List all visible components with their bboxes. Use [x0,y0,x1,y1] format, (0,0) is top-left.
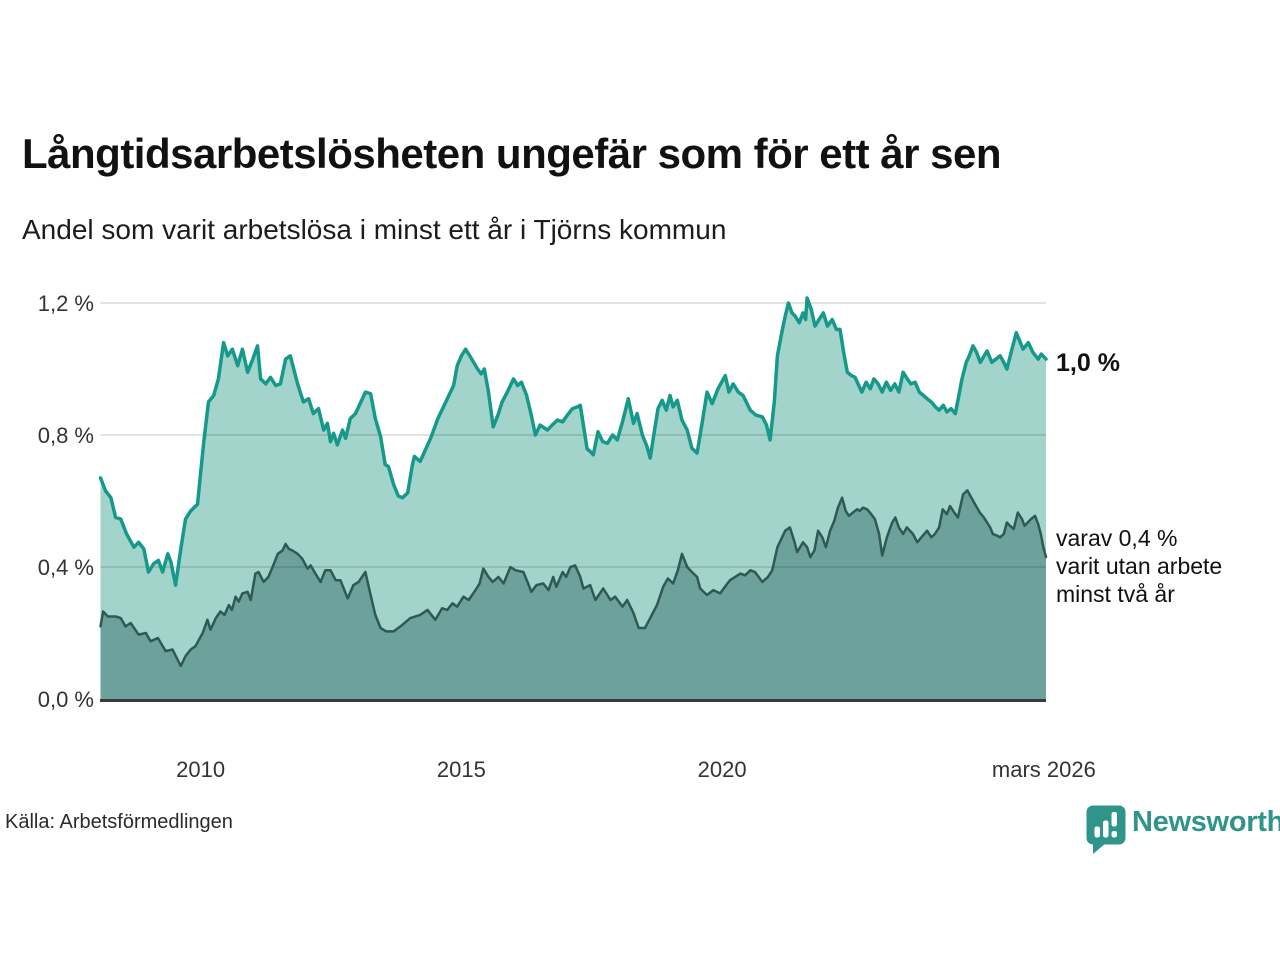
x-tick-label: 2020 [698,757,747,782]
newsworthy-bubble-chart-icon [1086,805,1126,854]
chart-subtitle: Andel som varit arbetslösa i minst ett å… [22,214,727,245]
end-value-label-secondary: varav 0,4 % varit utan arbete minst två … [1056,525,1223,607]
line-minst-ett-ar [98,296,1048,587]
x-tick-label: mars 2026 [992,757,1096,782]
newsworthy-logo: Newsworthy [1086,803,1280,855]
newsworthy-logo-text: Newsworthy [1132,806,1280,838]
y-tick-label: 0,0 % [38,687,94,712]
x-axis-tick-labels: 2010 2015 2020 mars 2026 [176,757,1096,782]
source-credit: Källa: Arbetsförmedlingen [5,811,233,833]
area-minst-tva-ar [100,490,1046,699]
y-tick-label: 0,8 % [38,423,94,448]
y-tick-label: 0,4 % [38,555,94,580]
end-value-label-primary: 1,0 % [1056,349,1120,377]
y-axis-tick-labels: 1,2 % 0,8 % 0,4 % 0,0 % [38,291,94,712]
chart-lines [98,296,1048,668]
chart-areas [100,298,1046,699]
x-tick-label: 2015 [437,757,486,782]
line-minst-tva-ar [99,489,1048,668]
page-title: Långtidsarbetslösheten ungefär som för e… [22,130,1002,177]
x-tick-label: 2010 [176,757,225,782]
y-tick-label: 1,2 % [38,291,94,316]
